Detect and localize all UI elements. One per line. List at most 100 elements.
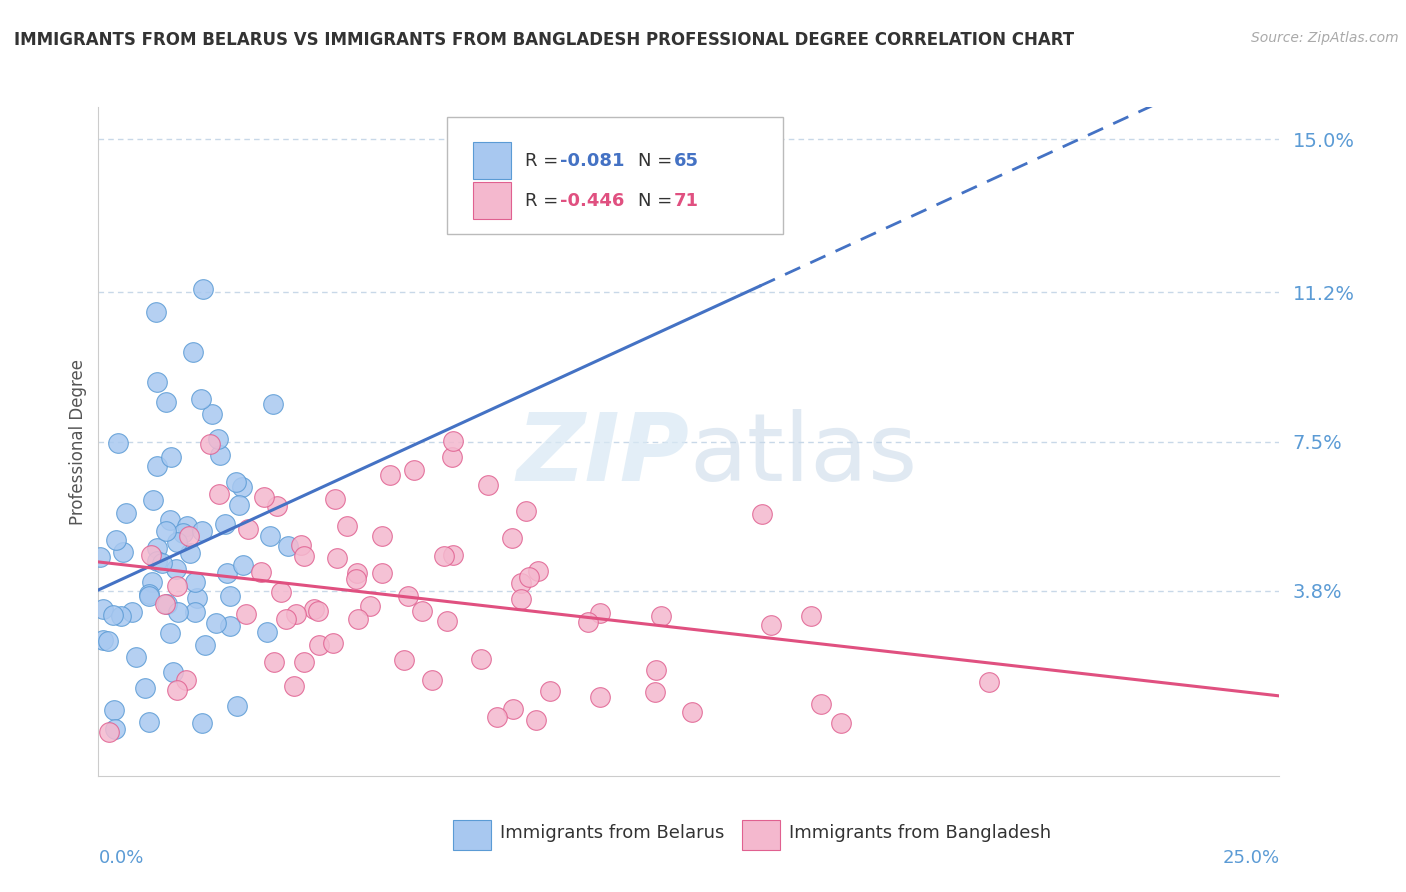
Point: [292, 549, 315, 563]
Point: [323, 492, 346, 507]
Point: [134, 681, 156, 695]
Point: [142, 492, 165, 507]
Point: [191, 281, 214, 295]
Point: [371, 566, 394, 580]
Point: [515, 504, 537, 518]
Point: [326, 550, 349, 565]
Point: [800, 608, 823, 623]
Point: [290, 538, 312, 552]
Point: [344, 573, 367, 587]
Point: [156, 597, 179, 611]
Point: [259, 529, 281, 543]
Point: [441, 434, 464, 448]
Point: [432, 549, 454, 563]
Point: [181, 344, 204, 359]
Text: N =: N =: [638, 152, 678, 169]
Point: [146, 458, 169, 473]
Point: [346, 612, 368, 626]
Point: [101, 608, 124, 623]
Point: [146, 375, 169, 389]
Point: [441, 548, 464, 562]
Point: [681, 705, 703, 719]
Point: [402, 463, 425, 477]
Point: [380, 467, 402, 482]
Point: [97, 633, 120, 648]
Point: [207, 433, 229, 447]
Point: [486, 710, 509, 724]
Point: [190, 392, 212, 406]
Point: [225, 699, 247, 714]
Point: [155, 394, 177, 409]
Point: [194, 638, 217, 652]
Point: [346, 566, 368, 580]
Y-axis label: Professional Degree: Professional Degree: [69, 359, 87, 524]
Text: R =: R =: [524, 152, 564, 169]
Text: ZIP: ZIP: [516, 409, 689, 501]
Point: [208, 487, 231, 501]
Bar: [472, 142, 510, 179]
Point: [396, 589, 419, 603]
Point: [477, 478, 499, 492]
Text: N =: N =: [638, 192, 678, 210]
Point: [830, 716, 852, 731]
Point: [232, 558, 254, 573]
Text: R =: R =: [524, 192, 564, 210]
Point: [146, 554, 169, 568]
Point: [236, 522, 259, 536]
Point: [759, 618, 782, 632]
Point: [225, 475, 247, 489]
Text: 0.0%: 0.0%: [98, 848, 143, 867]
FancyBboxPatch shape: [447, 117, 783, 234]
Point: [277, 539, 299, 553]
Point: [155, 524, 177, 538]
Point: [205, 615, 228, 630]
Point: [104, 533, 127, 548]
Point: [186, 591, 208, 606]
Point: [162, 665, 184, 680]
Point: [392, 652, 415, 666]
Text: Immigrants from Belarus: Immigrants from Belarus: [501, 824, 724, 842]
Point: [576, 615, 599, 629]
Point: [644, 685, 666, 699]
Point: [810, 697, 832, 711]
Point: [266, 499, 288, 513]
Point: [502, 702, 524, 716]
Point: [307, 604, 329, 618]
Point: [228, 499, 250, 513]
Point: [411, 604, 433, 618]
Point: [91, 602, 114, 616]
Point: [115, 506, 138, 520]
Point: [253, 490, 276, 504]
Point: [150, 556, 173, 570]
Point: [153, 597, 176, 611]
Point: [524, 714, 547, 728]
Bar: [742, 820, 780, 849]
Point: [179, 545, 201, 559]
Point: [191, 524, 214, 539]
Point: [650, 608, 672, 623]
Point: [359, 599, 381, 613]
Point: [322, 636, 344, 650]
Point: [501, 532, 523, 546]
Point: [166, 683, 188, 698]
Point: [256, 625, 278, 640]
Text: -0.081: -0.081: [560, 152, 624, 169]
Point: [104, 723, 127, 737]
Point: [159, 450, 181, 465]
Point: [138, 587, 160, 601]
Point: [519, 570, 541, 584]
Text: Immigrants from Bangladesh: Immigrants from Bangladesh: [789, 824, 1052, 842]
Point: [110, 609, 132, 624]
Point: [527, 564, 550, 578]
Point: [645, 663, 668, 677]
Point: [751, 507, 773, 521]
Point: [177, 528, 200, 542]
Point: [235, 607, 257, 622]
Point: [146, 541, 169, 556]
Text: 71: 71: [673, 192, 699, 210]
Point: [112, 545, 135, 559]
Point: [215, 566, 238, 581]
Point: [166, 534, 188, 549]
Point: [589, 690, 612, 704]
Point: [231, 480, 253, 494]
